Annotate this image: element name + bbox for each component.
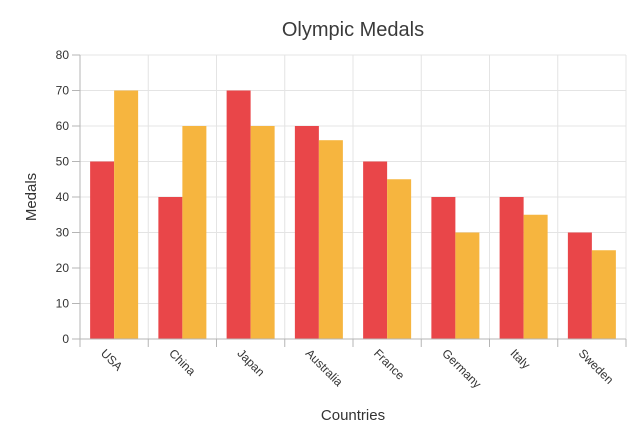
bar-series-2-japan xyxy=(250,126,275,339)
y-tick-label: 20 xyxy=(56,261,70,275)
x-tick-label: Japan xyxy=(235,346,268,379)
y-tick-label: 30 xyxy=(56,226,70,240)
bar-series-2-china xyxy=(182,126,207,339)
bar-series-1-italy xyxy=(499,197,524,339)
bar-series-1-australia xyxy=(294,126,319,339)
y-tick-label: 50 xyxy=(56,155,70,169)
y-tick-label: 80 xyxy=(56,48,70,62)
x-tick-label: Germany xyxy=(439,346,484,391)
y-tick-label: 0 xyxy=(62,332,69,346)
y-axis-title: Medals xyxy=(23,173,40,221)
x-tick-label: USA xyxy=(98,346,125,373)
x-tick-label: France xyxy=(371,346,408,383)
bar-series-2-sweden xyxy=(591,250,616,339)
axes xyxy=(72,54,627,347)
y-tick-label: 10 xyxy=(56,297,70,311)
bar-series-1-france xyxy=(363,161,388,339)
bar-series-2-germany xyxy=(455,232,480,339)
bar-series-2-france xyxy=(387,179,412,339)
x-tick-label: Sweden xyxy=(576,346,617,387)
x-axis-title: Countries xyxy=(321,407,385,424)
bar-series-1-japan xyxy=(226,90,251,339)
x-tick-label: Australia xyxy=(303,346,346,389)
x-tick-label: Italy xyxy=(508,346,533,371)
y-tick-label: 60 xyxy=(56,119,70,133)
bar-series-1-usa xyxy=(90,161,115,339)
y-tick-label: 70 xyxy=(56,84,70,98)
bar-series-2-italy xyxy=(523,214,548,339)
bar-series-1-sweden xyxy=(567,232,592,339)
bars xyxy=(90,90,616,339)
chart-title: Olympic Medals xyxy=(282,19,424,41)
bar-series-1-china xyxy=(158,197,183,339)
x-tick-label: China xyxy=(166,346,198,378)
bar-series-1-germany xyxy=(431,197,456,339)
bar-series-2-usa xyxy=(114,90,139,339)
bar-series-2-australia xyxy=(318,140,343,339)
y-tick-label: 40 xyxy=(56,190,70,204)
